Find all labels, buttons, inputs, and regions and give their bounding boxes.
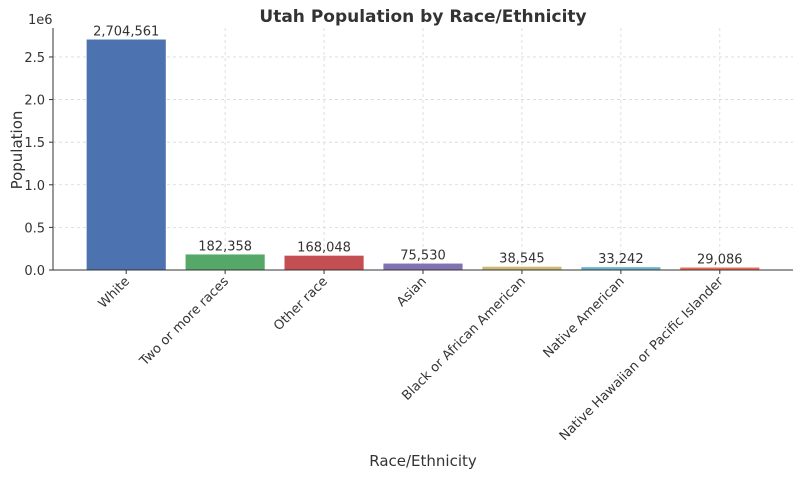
bar xyxy=(185,254,265,270)
x-tick-label: White xyxy=(96,274,133,311)
y-tick-label: 0.0 xyxy=(24,264,45,279)
y-tick-label: 2.0 xyxy=(24,94,45,109)
x-tick-label: Native American xyxy=(541,274,628,361)
x-tick-label: Two or more races xyxy=(137,274,233,370)
value-label: 2,704,561 xyxy=(93,25,159,40)
value-label: 168,048 xyxy=(297,241,351,256)
bar xyxy=(482,266,562,270)
value-label: 182,358 xyxy=(198,239,252,254)
bar xyxy=(680,267,760,270)
bar xyxy=(86,39,166,270)
y-tick-label: 1.5 xyxy=(24,136,45,151)
value-label: 29,086 xyxy=(697,253,743,268)
x-tick-label: Native Hawaiian or Pacific Islander xyxy=(557,274,727,444)
y-tick-label: 1.0 xyxy=(24,179,45,194)
y-tick-label: 0.5 xyxy=(24,221,45,236)
value-label: 75,530 xyxy=(400,249,446,264)
x-tick-label: Other race xyxy=(271,274,331,334)
bar xyxy=(581,267,661,270)
y-offset-label: 1e6 xyxy=(28,13,53,28)
y-tick-label: 2.5 xyxy=(24,51,45,66)
x-tick-label: Asian xyxy=(394,274,430,310)
bar xyxy=(284,255,364,270)
x-axis-label: Race/Ethnicity xyxy=(369,452,477,470)
y-axis-label: Population xyxy=(8,111,26,190)
value-label: 38,545 xyxy=(499,252,545,267)
chart-title: Utah Population by Race/Ethnicity xyxy=(259,7,586,27)
bar xyxy=(383,263,463,270)
value-label: 33,242 xyxy=(598,252,644,267)
